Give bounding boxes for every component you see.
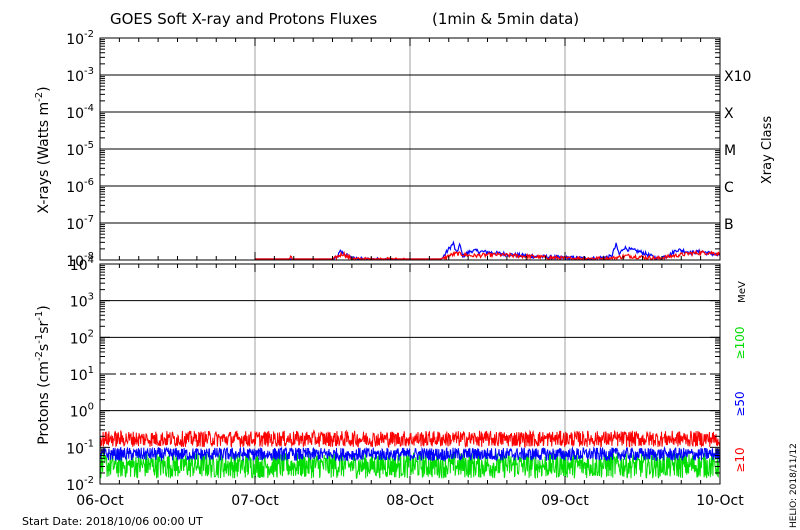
chart-title-note: (1min & 5min data) [432,10,579,28]
start-date-label: Start Date: 2018/10/06 00:00 UT [22,515,203,528]
proton-y-tick-label: 102 [70,328,94,347]
xray-class-label: M [724,143,736,159]
proton-y-axis-label: Protons (cm-2s-1sr-1) [34,305,52,444]
proton-y-tick-label: 100 [70,402,94,421]
axis-ticks [99,37,721,485]
xray-y-tick-label: 10-2 [66,29,94,48]
xray-class-label: C [724,180,734,196]
xray-class-axis-label: Xray Class [760,116,775,184]
xray-y-tick-label: 10-3 [66,66,94,85]
xray-y-axis-label: X-rays (Watts m-2) [34,86,52,213]
proton-series-line [99,429,721,449]
x-tick-label: 06-Oct [76,493,124,509]
xray-y-tick-label: 10-7 [66,214,94,233]
proton-legend-entry: ≥100 [733,327,747,360]
xray-class-label: X10 [724,69,751,85]
proton-y-tick-label: 10-1 [66,438,94,457]
proton-gridlines [100,264,720,484]
proton-y-tick-label: 10-2 [66,475,94,494]
chart-title: GOES Soft X-ray and Protons Fluxes [110,10,377,28]
x-tick-label: 08-Oct [386,493,434,509]
proton-energy-legend: ≥100 ≥50 ≥10 [733,327,747,473]
proton-y-tick-label: 104 [70,255,94,274]
xray-class-label: B [724,217,734,233]
x-tick-label: 10-Oct [696,493,744,509]
proton-series-line [99,445,721,463]
proton-legend-entry: ≥50 [733,391,747,416]
xray-y-tick-label: 10-8 [66,251,94,270]
proton-y-tick-label: 101 [70,365,94,384]
proton-y-tick-label: 103 [70,292,94,311]
xray-gridlines [100,38,720,260]
proton-series [99,429,721,480]
proton-energy-unit-label: MeV [737,281,748,303]
helio-credit-label: HELIO: 2018/11/12 [789,443,799,528]
xray-y-tick-label: 10-4 [66,103,94,122]
x-tick-label: 09-Oct [541,493,589,509]
xray-y-tick-label: 10-6 [66,177,94,196]
xray-class-label: X [724,106,734,122]
x-tick-label: 07-Oct [231,493,279,509]
xray-y-tick-label: 10-5 [66,140,94,159]
proton-legend-entry: ≥10 [733,447,747,472]
